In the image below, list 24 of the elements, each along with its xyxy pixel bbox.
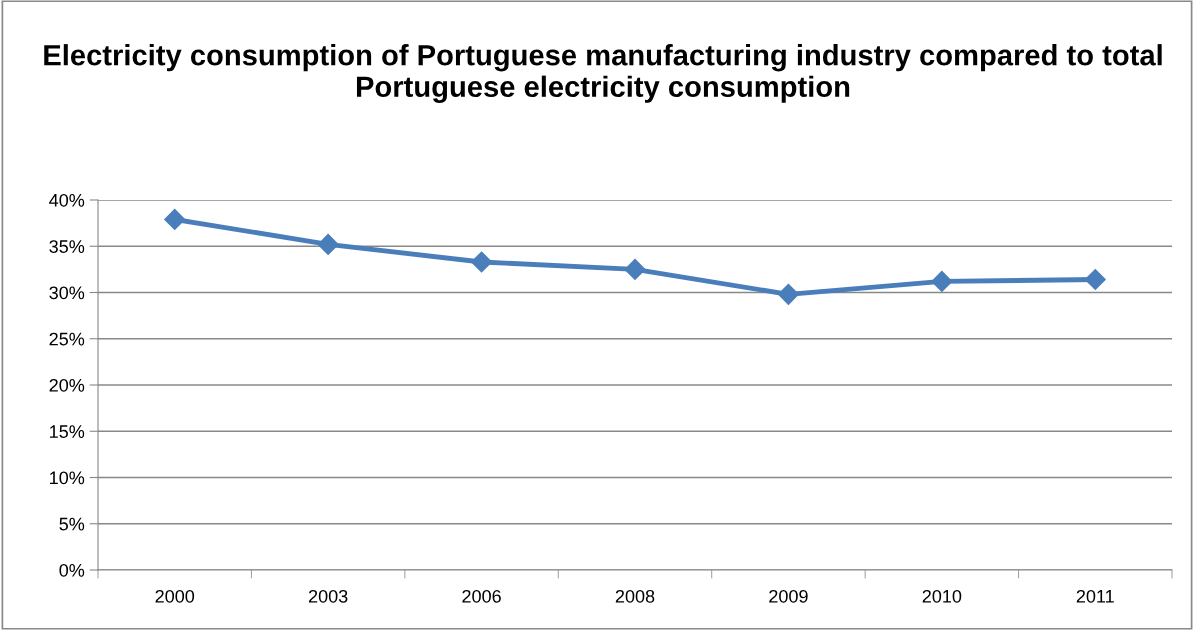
x-tick-label: 2000 xyxy=(155,589,195,603)
y-tick-label: 25% xyxy=(49,332,85,346)
x-tick-label: 2003 xyxy=(308,589,348,603)
x-tick-label: 2011 xyxy=(1076,589,1114,603)
y-tick-label: 15% xyxy=(50,425,85,438)
point xyxy=(1084,269,1106,291)
x-tick-label: 2006 xyxy=(462,589,501,603)
point xyxy=(624,258,646,280)
y-tick-label: 10% xyxy=(50,471,85,485)
y-tick-label: 35% xyxy=(49,240,85,253)
point xyxy=(471,251,493,273)
x-tick-label: 2010 xyxy=(922,589,962,603)
chart-title: Electricity consumption of Portuguese manufacturing industry compared to total Portuguese electricity consumption xyxy=(44,44,1162,103)
y-tick-label: 30% xyxy=(49,286,85,300)
point xyxy=(317,233,339,255)
x-tick-label: 2009 xyxy=(769,589,808,603)
x-tick-label: 2008 xyxy=(615,589,655,603)
y-tick-label: 20% xyxy=(49,378,85,392)
point xyxy=(164,208,186,230)
point xyxy=(777,283,799,305)
point xyxy=(931,270,953,292)
y-tick-label: 40% xyxy=(49,193,85,207)
y-tick-label: 5% xyxy=(59,517,85,531)
y-tick-label: 0% xyxy=(59,563,85,577)
